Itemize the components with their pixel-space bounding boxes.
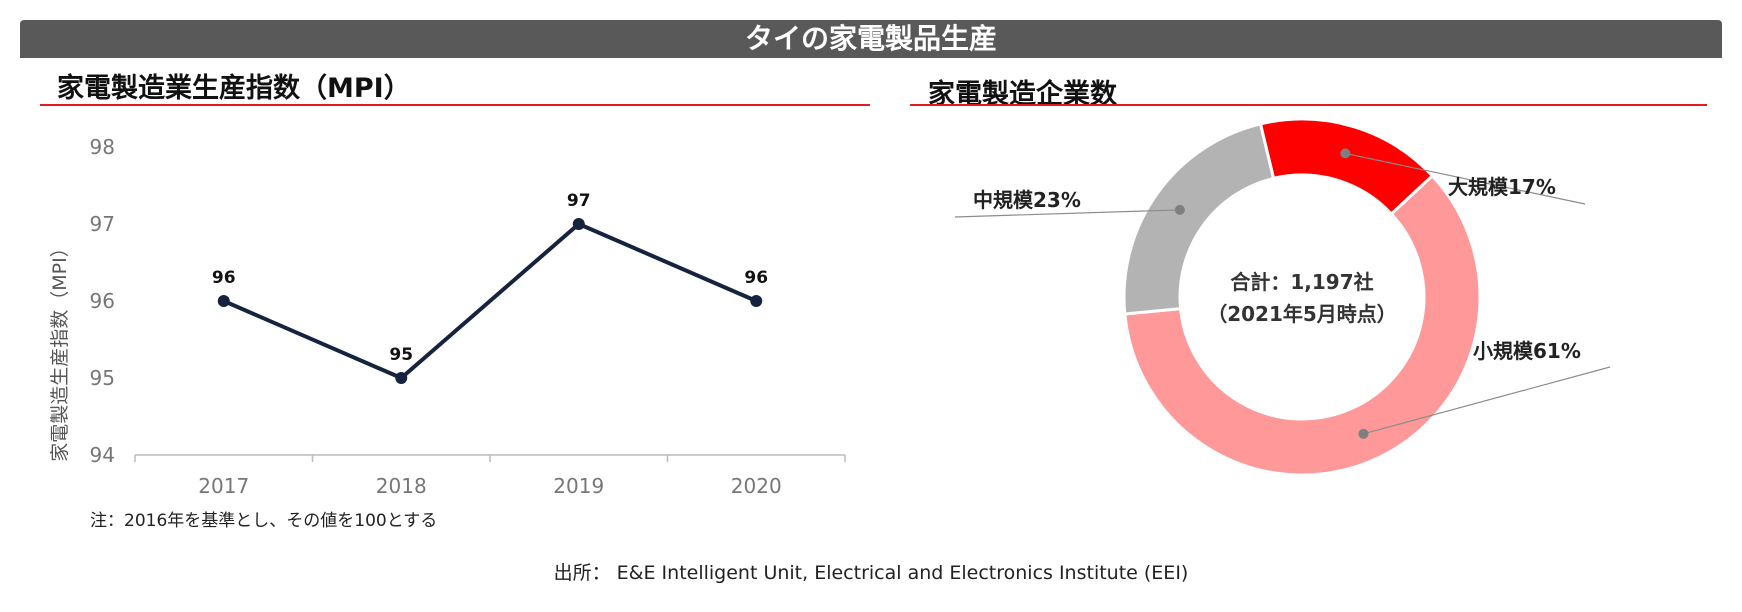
y-tick-label: 95 [90, 366, 115, 390]
page-banner-title: タイの家電製品生産 [20, 20, 1722, 58]
mpi-data-label: 96 [212, 268, 236, 288]
mpi-data-point [217, 295, 230, 307]
mpi-data-label: 96 [744, 268, 768, 288]
x-tick-label: 2017 [198, 474, 249, 498]
slice-leader-dot [1174, 204, 1185, 215]
slice-leader-line [954, 209, 1180, 218]
slice-label: 大規模17% [1448, 175, 1556, 199]
slice-label: 中規模23% [973, 188, 1081, 212]
mpi-data-point [572, 218, 585, 230]
x-tick-label: 2019 [553, 474, 604, 498]
left-title-underline [40, 104, 870, 106]
mpi-data-point [750, 295, 763, 307]
y-tick-label: 96 [90, 289, 115, 313]
slice-label: 小規模61% [1473, 339, 1581, 363]
y-tick-label: 94 [90, 443, 115, 467]
chart-note: 注：2016年を基準とし、その値を100とする [90, 511, 438, 531]
mpi-line-chart: 94 95 96 97 98 2017 2018 2019 2020 96 95 97 96 家電製造… [49, 135, 846, 498]
source-citation: 出所： E&E Intelligent Unit, Electrical and… [553, 562, 1189, 584]
line-chart-title: 家電製造業生産指数（MPI） [57, 73, 411, 104]
mpi-data-point [395, 372, 408, 384]
right-title-underline [910, 104, 1707, 106]
donut-center-text: 合計：1,197社 [1230, 270, 1373, 294]
y-tick-label: 97 [90, 212, 115, 236]
donut-slice [1123, 173, 1482, 477]
slice-leader-dot [1340, 148, 1351, 159]
company-donut-chart: 大規模17% 小規模61% 中規模23% 合計：1,197社 （2021年5月時点） [954, 117, 1611, 477]
slice-leader-dot [1358, 428, 1369, 439]
mpi-data-label: 97 [567, 191, 591, 211]
x-tick-label: 2018 [376, 474, 427, 498]
mpi-data-label: 95 [389, 345, 413, 365]
donut-slice [1122, 122, 1276, 316]
slice-leader-line [1363, 366, 1611, 435]
slice-leader-line [1345, 152, 1586, 205]
mpi-series-line [222, 222, 758, 380]
x-tick-label: 2020 [731, 474, 782, 498]
donut-center-text: （2021年5月時点） [1207, 302, 1397, 326]
y-axis-label: 家電製造生産指数（MPI） [49, 238, 71, 461]
y-tick-label: 98 [90, 135, 115, 159]
